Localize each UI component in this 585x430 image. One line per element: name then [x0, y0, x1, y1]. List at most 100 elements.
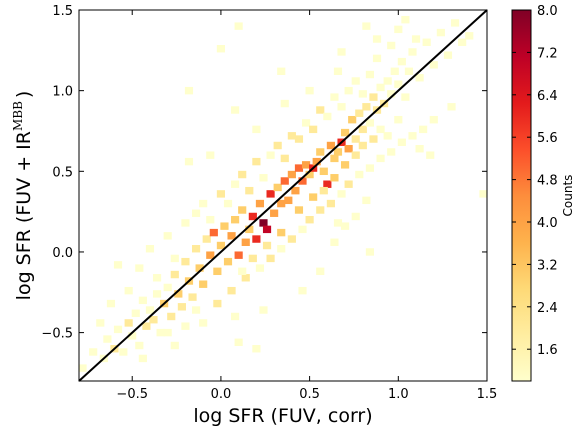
heatmap-bin	[323, 180, 332, 188]
heatmap-bin	[323, 112, 332, 121]
heatmap-bin	[309, 193, 318, 201]
heatmap-bin	[284, 196, 293, 205]
heatmap-bin	[404, 67, 414, 76]
heatmap-bin	[287, 132, 296, 140]
heatmap-bin	[422, 38, 431, 46]
heatmap-bin	[191, 245, 201, 253]
heatmap-bin	[188, 293, 197, 301]
heatmap-bin	[241, 238, 250, 246]
heatmap-bin	[362, 196, 371, 205]
heatmap-bin	[241, 274, 250, 282]
x-tick-label: 1.0	[388, 387, 409, 402]
colorbar-tick-label: 5.6	[537, 131, 558, 146]
heatmap-bin	[191, 306, 201, 314]
heatmap-bin	[287, 170, 296, 179]
heatmap-bin	[252, 345, 261, 353]
heatmap-bin	[206, 215, 215, 224]
heatmap-bin	[170, 270, 179, 279]
heatmap-bin	[341, 222, 350, 230]
one-to-one-line	[78, 9, 488, 382]
heatmap-bin	[344, 145, 353, 153]
heatmap-bins	[79, 15, 487, 372]
heatmap-bin	[245, 186, 254, 195]
heatmap-bin	[387, 148, 396, 156]
heatmap-bin	[330, 154, 339, 163]
heatmap-bin	[287, 235, 296, 243]
heatmap-bin	[266, 190, 275, 198]
heatmap-bin	[337, 48, 346, 56]
heatmap-bin	[309, 125, 318, 134]
heatmap-bin	[415, 74, 424, 82]
colorbar-label: Counts	[561, 175, 575, 217]
heatmap-bin	[326, 141, 335, 150]
heatmap-bin	[351, 151, 360, 159]
heatmap-bin	[277, 245, 286, 253]
y-tick-label: 0.5	[52, 165, 73, 180]
y-tick-label: −0.5	[41, 327, 73, 342]
heatmap-bin	[301, 161, 311, 169]
colorbar-tick-label: 8.0	[537, 4, 558, 19]
heatmap-bin	[223, 199, 233, 208]
heatmap-bin	[231, 106, 240, 114]
heatmap-bin	[216, 190, 225, 198]
heatmap-bin	[156, 328, 165, 337]
heatmap-bin	[312, 157, 321, 166]
heatmap-bin	[372, 35, 382, 43]
heatmap-bin	[231, 312, 240, 321]
x-tick-label: 0.5	[299, 387, 320, 402]
heatmap-bin	[341, 161, 350, 169]
heatmap-bin	[316, 148, 325, 156]
heatmap-bin	[372, 54, 382, 63]
heatmap-bin	[355, 170, 364, 179]
heatmap-bin	[138, 296, 147, 305]
heatmap-bin	[383, 132, 392, 140]
heatmap-bin	[124, 319, 133, 327]
heatmap-bin	[220, 222, 229, 230]
heatmap-bin	[96, 319, 105, 327]
heatmap-bin	[227, 232, 236, 240]
heatmap-bin	[330, 238, 339, 246]
heatmap-bin	[245, 225, 254, 234]
heatmap-bin	[262, 241, 272, 250]
heatmap-bin	[199, 280, 208, 288]
heatmap-bin	[348, 115, 357, 124]
heatmap-bin	[358, 141, 367, 150]
heatmap-bin	[397, 138, 406, 146]
y-axis-label-main: log SFR (FUV + IR	[13, 131, 35, 300]
heatmap-bin	[89, 348, 98, 356]
heatmap-bin	[181, 322, 190, 330]
heatmap-bin	[291, 186, 300, 195]
heatmap-bin	[255, 264, 265, 272]
heatmap-bin	[135, 341, 144, 350]
y-axis-label: log SFR (FUV + IRMBB)	[11, 91, 35, 301]
colorbar-tick-label: 4.0	[537, 216, 558, 231]
heatmap-bin	[167, 312, 176, 321]
heatmap-bin	[273, 183, 282, 192]
heatmap-bin	[355, 109, 364, 117]
heatmap-bin	[479, 190, 487, 198]
heatmap-bin	[113, 325, 123, 334]
heatmap-bin	[202, 235, 211, 243]
heatmap-bin	[152, 290, 162, 298]
heatmap-bin	[259, 219, 268, 227]
heatmap-bin	[128, 332, 137, 340]
heatmap-bin	[234, 22, 243, 30]
heatmap-bin	[259, 174, 268, 182]
y-tick-label: 1.0	[52, 85, 73, 100]
heatmap-bin	[319, 167, 328, 176]
heatmap-bin	[266, 151, 275, 159]
heatmap-bin	[170, 341, 179, 350]
heatmap-bin	[138, 354, 147, 363]
y-tick-label: 1.5	[52, 4, 73, 19]
heatmap-bin	[238, 170, 247, 179]
heatmap-bin	[436, 28, 445, 37]
colorbar-tick-label: 2.4	[537, 301, 558, 316]
colorbar-tick-label: 7.2	[537, 46, 558, 61]
heatmap-bin	[152, 274, 162, 282]
heatmap-bin	[337, 103, 346, 111]
x-tick-label: −0.5	[116, 387, 148, 402]
colorbar-ticks: 1.6 2.4 3.2 4.0 4.8 5.6 6.4 7.2 8.0	[512, 4, 558, 358]
heatmap-bin	[369, 135, 378, 143]
heatmap-bin	[199, 199, 208, 208]
heatmap-bin	[184, 86, 194, 95]
